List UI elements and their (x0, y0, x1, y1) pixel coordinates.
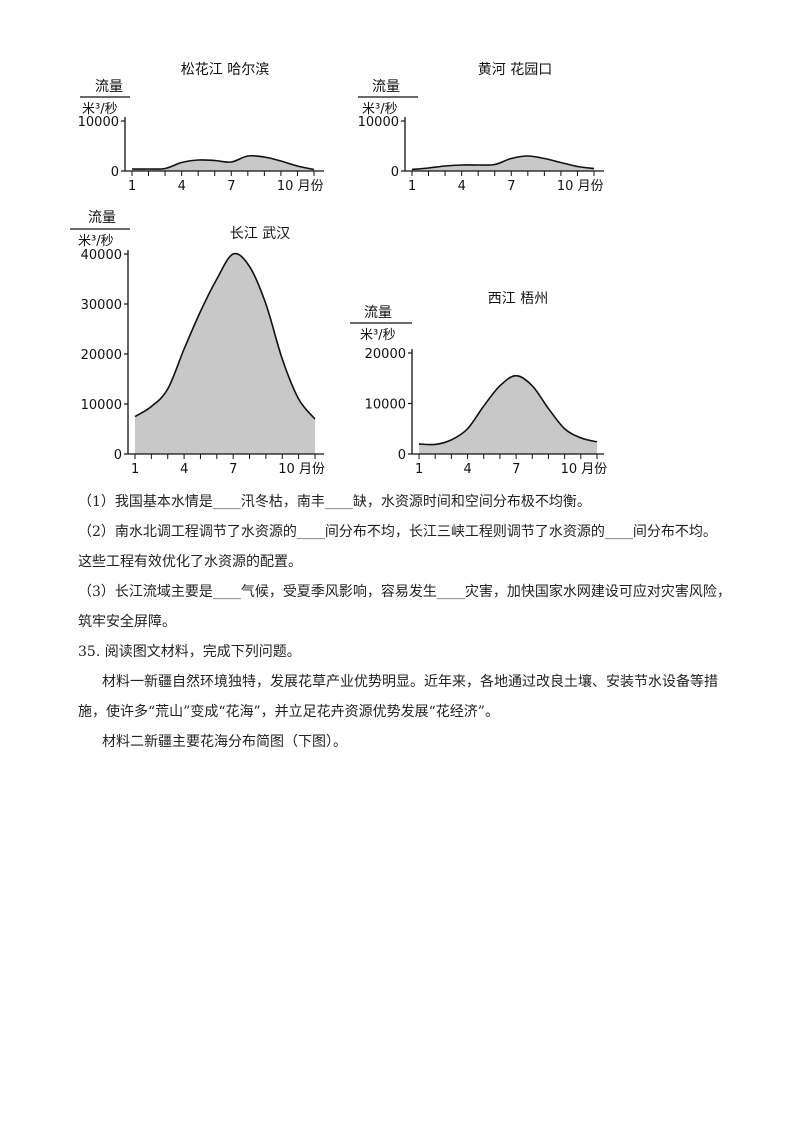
flow-line (134, 252, 316, 420)
y-tick-label: 10000 (358, 115, 399, 130)
y-tick-label: 10000 (365, 398, 406, 413)
y-tick-label: 0 (398, 448, 406, 463)
y-unit: 米³/秒 (362, 102, 398, 117)
y-label: 流量 (364, 305, 392, 321)
chart-changjiang-wuhan: 长江 武汉 流量 米³/秒 40000 30000 20000 10000 01 4 7 10… (70, 210, 325, 477)
x-tick-label: 10 月份 (278, 462, 325, 477)
x-tick-label: 7 (512, 462, 520, 477)
x-tick-label: 7 (227, 179, 235, 194)
y-tick-label: 20000 (81, 348, 122, 363)
x-tick-label: 4 (464, 462, 472, 477)
chart-xijiang-wuzhou: 西江 梧州 流量 米³/秒 20000 10000 01 4 7 10 月份 (350, 291, 608, 477)
area-fill (419, 375, 597, 454)
x-tick-label: 10 月份 (557, 179, 604, 194)
question-3-line1: （3）长江流域主要是____气候，受夏季风影响，容易发生____灾害，加快国家水… (78, 584, 731, 600)
chart-title: 黄河 花园口 (478, 61, 552, 78)
y-tick-label: 30000 (81, 298, 122, 313)
question-2-line2: 这些工程有效优化了水资源的配置。 (78, 554, 302, 570)
y-tick-label: 10000 (81, 398, 122, 413)
y-tick-label: 40000 (81, 248, 122, 263)
y-tick-label: 10000 (78, 115, 119, 130)
y-tick-label: 0 (391, 165, 399, 180)
area-fill (132, 155, 314, 171)
material-2: 材料二新疆主要花海分布简图（下图）。 (102, 734, 347, 750)
y-label: 流量 (88, 210, 116, 226)
x-tick-label: 7 (229, 462, 237, 477)
y-unit: 米³/秒 (78, 234, 114, 249)
chart-title: 西江 梧州 (488, 291, 548, 307)
y-label: 流量 (95, 79, 123, 95)
x-tick-label: 10 月份 (561, 462, 608, 477)
x-tick-label: 7 (507, 179, 515, 194)
x-tick-label: 1 (128, 179, 136, 194)
flow-line (418, 374, 598, 446)
flow-line (411, 155, 595, 171)
x-tick-label: 4 (458, 179, 466, 194)
y-tick-label: 20000 (365, 347, 406, 362)
material-1-line2: 施，使许多“荒山”变成“花海”，并立足花卉资源优势发展“花经济”。 (78, 704, 499, 720)
x-tick-label: 1 (408, 179, 416, 194)
x-tick-label: 1 (131, 462, 139, 477)
x-tick-label: 10 月份 (277, 179, 324, 194)
chart-title: 长江 武汉 (230, 226, 290, 242)
material-1-line1: 材料一新疆自然环境独特，发展花草产业优势明显。近年来，各地通过改良土壤、安装节水… (102, 674, 718, 690)
y-label: 流量 (372, 79, 400, 95)
x-tick-label: 4 (178, 179, 186, 194)
chart-title: 松花江 哈尔滨 (181, 62, 269, 78)
question-3-line2: 筑牢安全屏障。 (78, 614, 176, 630)
y-unit: 米³/秒 (360, 328, 396, 343)
y-tick-label: 0 (111, 165, 119, 180)
question-2-line1: （2）南水北调工程调节了水资源的____间分布不均，长江三峡工程则调节了水资源的… (78, 524, 717, 540)
x-tick-label: 4 (180, 462, 188, 477)
question-35-title: 35. 阅读图文材料，完成下列问题。 (78, 644, 301, 660)
question-1: （1）我国基本水情是____汛冬枯，南丰____缺，水资源时间和空间分布极不均衡… (78, 494, 591, 510)
chart-huanghe-huayuankou: 黄河 花园口 流量 米³/秒 10000 01 4 7 10 月份 (358, 61, 604, 194)
area-fill (135, 253, 315, 454)
y-tick-label: 0 (114, 448, 122, 463)
x-tick-label: 1 (415, 462, 423, 477)
flow-line (131, 154, 315, 171)
y-unit: 米³/秒 (82, 102, 118, 117)
chart-songhua-harbin: 松花江 哈尔滨 流量 米³/秒 10000 01 4 7 10 月份 (78, 62, 324, 194)
